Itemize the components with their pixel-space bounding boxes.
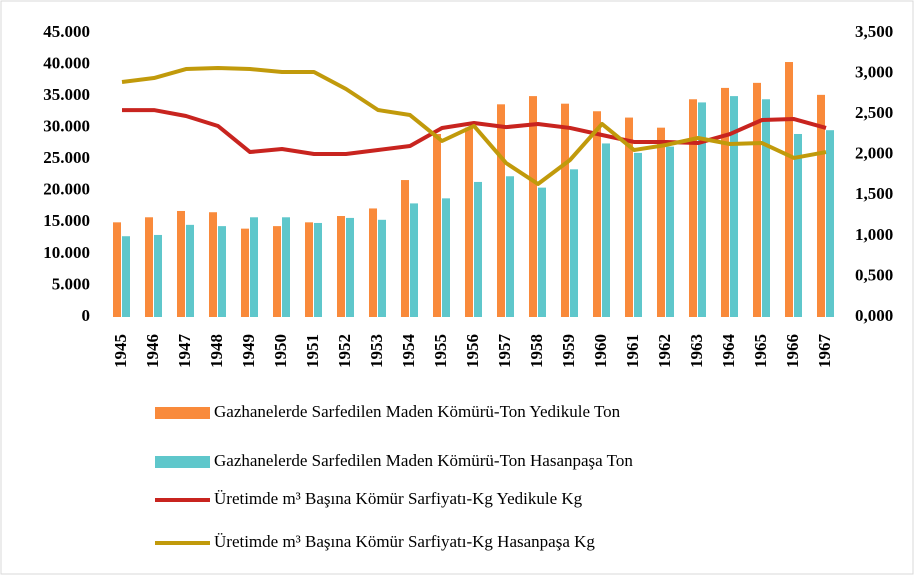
x-tick-label: 1949 xyxy=(239,334,258,368)
bar xyxy=(433,133,441,317)
bar xyxy=(401,180,409,317)
bar xyxy=(282,217,290,317)
bar xyxy=(721,87,729,317)
bar xyxy=(634,152,642,317)
bar xyxy=(186,224,194,317)
bar xyxy=(250,217,258,317)
x-tick-label: 1963 xyxy=(687,334,706,368)
x-tick-label: 1950 xyxy=(271,334,290,368)
y-tick-label: 0 xyxy=(82,306,91,325)
bar xyxy=(698,102,706,317)
x-tick-label: 1951 xyxy=(303,334,322,368)
bar xyxy=(625,117,633,318)
y-tick-label: 45.000 xyxy=(43,22,90,41)
bar xyxy=(730,96,738,317)
bar xyxy=(305,222,313,317)
y2-tick-label: 1,500 xyxy=(855,184,893,203)
bar xyxy=(593,111,601,317)
bar xyxy=(561,103,569,317)
bar xyxy=(465,127,473,318)
bar xyxy=(826,130,834,317)
x-tick-label: 1948 xyxy=(207,334,226,368)
x-tick-label: 1945 xyxy=(111,334,130,368)
bar xyxy=(602,143,610,317)
bar xyxy=(145,217,153,317)
bar xyxy=(753,82,761,317)
bar xyxy=(442,198,450,317)
x-tick-label: 1946 xyxy=(143,334,162,368)
y2-tick-label: 2,500 xyxy=(855,103,893,122)
bar xyxy=(122,236,130,317)
legend-label: Üretimde m³ Başına Kömür Sarfiyatı-Kg Ha… xyxy=(214,532,595,551)
legend-swatch xyxy=(155,407,210,419)
bar xyxy=(273,226,281,317)
bar xyxy=(378,219,386,317)
bar xyxy=(113,222,121,317)
x-tick-label: 1957 xyxy=(495,334,514,369)
bar xyxy=(314,222,322,317)
y-tick-label: 25.000 xyxy=(43,148,90,167)
bar xyxy=(506,176,514,317)
legend-label: Gazhanelerde Sarfedilen Maden Kömürü-Ton… xyxy=(214,402,621,421)
y-tick-label: 15.000 xyxy=(43,211,90,230)
y-tick-label: 10.000 xyxy=(43,243,90,262)
bar xyxy=(218,226,226,317)
y-tick-label: 20.000 xyxy=(43,180,90,199)
bar xyxy=(570,169,578,317)
y2-tick-label: 3,500 xyxy=(855,22,893,41)
bar xyxy=(346,217,354,317)
bar xyxy=(241,228,249,317)
x-tick-label: 1955 xyxy=(431,334,450,368)
x-tick-label: 1958 xyxy=(527,334,546,368)
y2-tick-label: 0,000 xyxy=(855,306,893,325)
legend-swatch xyxy=(155,456,210,468)
x-tick-label: 1964 xyxy=(719,334,738,369)
x-tick-label: 1959 xyxy=(559,334,578,368)
bar xyxy=(689,99,697,318)
bar xyxy=(666,146,674,317)
bar xyxy=(657,127,665,318)
bar xyxy=(497,104,505,317)
bar xyxy=(337,216,345,317)
y2-tick-label: 1,000 xyxy=(855,225,893,244)
bar xyxy=(529,96,537,317)
x-tick-label: 1966 xyxy=(783,334,802,368)
y-tick-label: 40.000 xyxy=(43,53,90,72)
y2-tick-label: 0,500 xyxy=(855,265,893,284)
x-tick-label: 1952 xyxy=(335,334,354,368)
bar xyxy=(369,208,377,317)
bar xyxy=(817,94,825,317)
bar xyxy=(177,210,185,317)
y2-tick-label: 3,000 xyxy=(855,62,893,81)
bar xyxy=(785,62,793,317)
bar xyxy=(410,203,418,317)
y2-tick-label: 2,000 xyxy=(855,144,893,163)
y-tick-label: 5.000 xyxy=(52,274,90,293)
line-series xyxy=(121,65,827,187)
x-tick-label: 1947 xyxy=(175,334,194,369)
bar xyxy=(538,187,546,317)
legend-label: Üretimde m³ Başına Kömür Sarfiyatı-Kg Ye… xyxy=(214,489,583,508)
bar xyxy=(209,212,217,317)
legend-label: Gazhanelerde Sarfedilen Maden Kömürü-Ton… xyxy=(214,451,633,470)
x-tick-label: 1965 xyxy=(751,334,770,368)
x-tick-label: 1960 xyxy=(591,334,610,368)
bar xyxy=(474,181,482,317)
bar xyxy=(154,234,162,317)
x-tick-label: 1962 xyxy=(655,334,674,368)
bar xyxy=(762,99,770,318)
x-tick-label: 1954 xyxy=(399,334,418,369)
bar xyxy=(794,133,802,317)
x-tick-label: 1967 xyxy=(815,334,834,369)
x-tick-label: 1956 xyxy=(463,334,482,368)
y-tick-label: 30.000 xyxy=(43,117,90,136)
x-tick-label: 1961 xyxy=(623,334,642,368)
x-tick-label: 1953 xyxy=(367,334,386,368)
y-tick-label: 35.000 xyxy=(43,85,90,104)
